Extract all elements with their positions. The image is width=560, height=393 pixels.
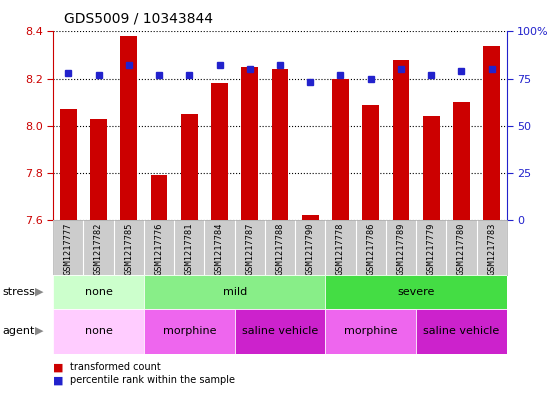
- Text: GSM1217779: GSM1217779: [427, 223, 436, 275]
- Bar: [151, 175, 167, 220]
- Bar: [362, 105, 379, 220]
- Text: morphine: morphine: [162, 326, 216, 336]
- Text: ■: ■: [53, 375, 64, 386]
- Bar: [211, 83, 228, 220]
- Text: severe: severe: [398, 287, 435, 297]
- Text: GSM1217790: GSM1217790: [306, 223, 315, 275]
- Text: percentile rank within the sample: percentile rank within the sample: [70, 375, 235, 386]
- Text: ▶: ▶: [35, 326, 44, 336]
- Text: GSM1217783: GSM1217783: [487, 223, 496, 275]
- Bar: [302, 215, 319, 220]
- Bar: [144, 309, 235, 354]
- Text: ▶: ▶: [35, 287, 44, 297]
- Text: GDS5009 / 10343844: GDS5009 / 10343844: [64, 12, 213, 26]
- Bar: [325, 309, 416, 354]
- Text: GSM1217786: GSM1217786: [366, 223, 375, 275]
- Text: transformed count: transformed count: [70, 362, 161, 373]
- Bar: [60, 109, 77, 220]
- Bar: [272, 69, 288, 220]
- Bar: [235, 309, 325, 354]
- Text: GSM1217781: GSM1217781: [185, 223, 194, 275]
- Bar: [241, 67, 258, 220]
- Text: saline vehicle: saline vehicle: [423, 326, 500, 336]
- Text: GSM1217787: GSM1217787: [245, 223, 254, 275]
- Text: none: none: [85, 326, 113, 336]
- Bar: [416, 309, 507, 354]
- Text: agent: agent: [3, 326, 35, 336]
- Bar: [453, 102, 470, 220]
- Text: saline vehicle: saline vehicle: [242, 326, 318, 336]
- Text: GSM1217785: GSM1217785: [124, 223, 133, 275]
- Bar: [53, 309, 144, 354]
- Text: GSM1217788: GSM1217788: [276, 223, 284, 275]
- Bar: [90, 119, 107, 220]
- Bar: [332, 79, 349, 220]
- Text: GSM1217777: GSM1217777: [64, 223, 73, 275]
- Text: GSM1217780: GSM1217780: [457, 223, 466, 275]
- Bar: [181, 114, 198, 220]
- Bar: [325, 275, 507, 309]
- Bar: [483, 46, 500, 220]
- Bar: [53, 275, 144, 309]
- Text: mild: mild: [222, 287, 247, 297]
- Text: morphine: morphine: [344, 326, 398, 336]
- Text: GSM1217789: GSM1217789: [396, 223, 405, 275]
- Bar: [393, 60, 409, 220]
- Text: ■: ■: [53, 362, 64, 373]
- Text: GSM1217782: GSM1217782: [94, 223, 103, 275]
- Text: GSM1217784: GSM1217784: [215, 223, 224, 275]
- Bar: [423, 116, 440, 220]
- Text: GSM1217778: GSM1217778: [336, 223, 345, 275]
- Text: none: none: [85, 287, 113, 297]
- Text: GSM1217776: GSM1217776: [155, 223, 164, 275]
- Bar: [144, 275, 325, 309]
- Text: stress: stress: [3, 287, 36, 297]
- Bar: [120, 36, 137, 220]
